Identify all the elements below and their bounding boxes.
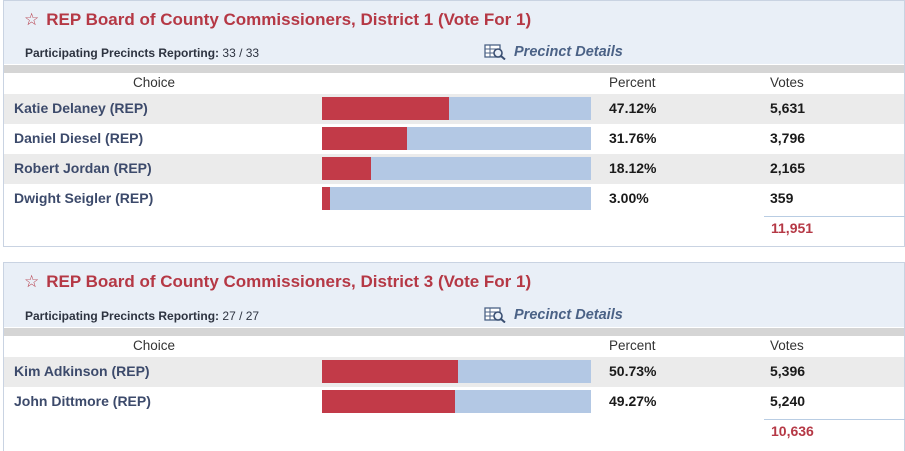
magnifier-table-icon [484, 44, 506, 60]
candidate-name[interactable]: Robert Jordan (REP) [14, 160, 152, 176]
candidate-votes: 359 [770, 190, 794, 206]
vote-share-fill [322, 360, 459, 383]
candidate-row: Kim Adkinson (REP) 50.73% 5,396 [4, 357, 904, 387]
vote-share-fill [322, 97, 449, 120]
header-divider [4, 65, 904, 73]
precinct-details-link[interactable]: Precinct Details [484, 44, 623, 60]
race-panel-district-3: ☆ REP Board of County Commissioners, Dist… [3, 262, 905, 451]
race-header: ☆ REP Board of County Commissioners, Dist… [4, 263, 904, 327]
vote-share-fill [322, 390, 455, 413]
candidate-percent: 47.12% [609, 100, 657, 116]
vote-share-bar [322, 360, 591, 383]
precincts-count: 27 / 27 [222, 309, 260, 323]
candidate-row: Dwight Seigler (REP) 3.00% 359 [4, 184, 904, 214]
vote-share-fill [322, 157, 371, 180]
race-title: ☆ REP Board of County Commissioners, Dist… [24, 10, 532, 30]
candidate-votes: 3,796 [770, 130, 806, 146]
precinct-details-link[interactable]: Precinct Details [484, 307, 623, 323]
precincts-label: Participating Precincts Reporting: [25, 309, 220, 323]
candidate-percent: 31.76% [609, 130, 657, 146]
star-outline-icon[interactable]: ☆ [24, 272, 40, 292]
candidate-votes: 2,165 [770, 160, 806, 176]
vote-share-bar [322, 157, 591, 180]
race-panel-district-1: ☆ REP Board of County Commissioners, Dist… [3, 0, 905, 247]
precincts-count: 33 / 33 [222, 46, 260, 60]
vote-share-fill [322, 127, 408, 150]
candidate-name[interactable]: Kim Adkinson (REP) [14, 363, 150, 379]
total-divider [764, 216, 905, 217]
race-header: ☆ REP Board of County Commissioners, Dist… [4, 1, 904, 64]
column-header-votes: Votes [770, 338, 804, 353]
precincts-reporting: Participating Precincts Reporting: 33 / … [25, 46, 259, 60]
column-header-percent: Percent [609, 338, 656, 353]
precinct-details-label: Precinct Details [514, 307, 623, 323]
vote-share-bar [322, 390, 591, 413]
candidate-row: Robert Jordan (REP) 18.12% 2,165 [4, 154, 904, 184]
candidate-row: Katie Delaney (REP) 47.12% 5,631 [4, 94, 904, 124]
precinct-details-label: Precinct Details [514, 44, 623, 60]
candidate-votes: 5,631 [770, 100, 806, 116]
candidate-name[interactable]: John Dittmore (REP) [14, 393, 151, 409]
column-header-percent: Percent [609, 75, 656, 90]
candidate-name[interactable]: Dwight Seigler (REP) [14, 190, 154, 206]
candidate-row: John Dittmore (REP) 49.27% 5,240 [4, 387, 904, 417]
candidate-votes: 5,396 [770, 363, 806, 379]
total-divider [764, 419, 905, 420]
magnifier-table-icon [484, 307, 506, 323]
race-title: ☆ REP Board of County Commissioners, Dist… [24, 272, 532, 292]
column-header-choice: Choice [133, 75, 176, 90]
column-header-votes: Votes [770, 75, 804, 90]
candidate-percent: 3.00% [609, 190, 649, 206]
star-outline-icon[interactable]: ☆ [24, 10, 40, 30]
candidate-row: Daniel Diesel (REP) 31.76% 3,796 [4, 124, 904, 154]
candidate-percent: 50.73% [609, 363, 657, 379]
precincts-reporting: Participating Precincts Reporting: 27 / … [25, 309, 259, 323]
total-votes: 11,951 [771, 220, 814, 236]
vote-share-bar [322, 187, 591, 210]
header-divider [4, 328, 904, 336]
vote-share-bar [322, 97, 591, 120]
vote-share-bar [322, 127, 591, 150]
vote-share-fill [322, 187, 331, 210]
candidate-name[interactable]: Katie Delaney (REP) [14, 100, 148, 116]
total-votes: 10,636 [771, 423, 814, 439]
candidate-votes: 5,240 [770, 393, 806, 409]
candidate-name[interactable]: Daniel Diesel (REP) [14, 130, 144, 146]
column-header-choice: Choice [133, 338, 176, 353]
candidate-percent: 49.27% [609, 393, 657, 409]
precincts-label: Participating Precincts Reporting: [25, 46, 220, 60]
candidate-percent: 18.12% [609, 160, 657, 176]
